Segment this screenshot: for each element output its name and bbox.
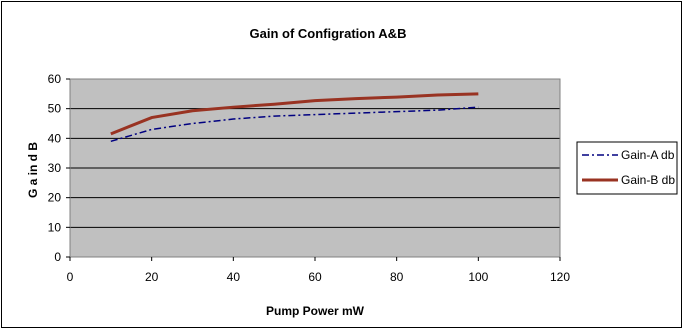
series-lines xyxy=(110,92,479,143)
legend-box xyxy=(576,141,678,195)
x-tick-label-20: 20 xyxy=(145,270,159,284)
series-line-gain-a xyxy=(110,106,479,143)
series-line-gain-b xyxy=(110,92,479,136)
legend: Gain-A db Gain-B db xyxy=(576,141,678,195)
x-tick-label-60: 60 xyxy=(308,270,322,284)
plot-area: 0 20 40 60 80 100 120 0 10 20 30 40 50 60 xyxy=(48,72,571,284)
legend-label-gain-b: Gain-B db xyxy=(621,173,675,187)
x-tick-label-0: 0 xyxy=(67,270,74,284)
y-tick-label-0: 0 xyxy=(54,250,61,264)
y-tick-label-60: 60 xyxy=(48,72,62,86)
x-tick-labels: 0 20 40 60 80 100 120 xyxy=(67,270,571,284)
x-tick-label-40: 40 xyxy=(227,270,241,284)
y-tick-label-30: 30 xyxy=(48,161,62,175)
x-axis-label: Pump Power mW xyxy=(266,304,365,318)
y-axis-label: G a in d B xyxy=(26,142,40,198)
y-tick-label-40: 40 xyxy=(48,131,62,145)
y-tick-label-50: 50 xyxy=(48,102,62,116)
x-tick-label-80: 80 xyxy=(390,270,404,284)
axes xyxy=(66,78,561,261)
x-tick-label-120: 120 xyxy=(550,270,570,284)
chart-title: Gain of Configration A&B xyxy=(250,26,407,41)
legend-label-gain-a: Gain-A db xyxy=(621,148,675,162)
y-tick-labels: 0 10 20 30 40 50 60 xyxy=(48,72,62,264)
y-tick-label-10: 10 xyxy=(48,220,62,234)
y-tick-label-20: 20 xyxy=(48,191,62,205)
x-tick-label-100: 100 xyxy=(468,270,488,284)
